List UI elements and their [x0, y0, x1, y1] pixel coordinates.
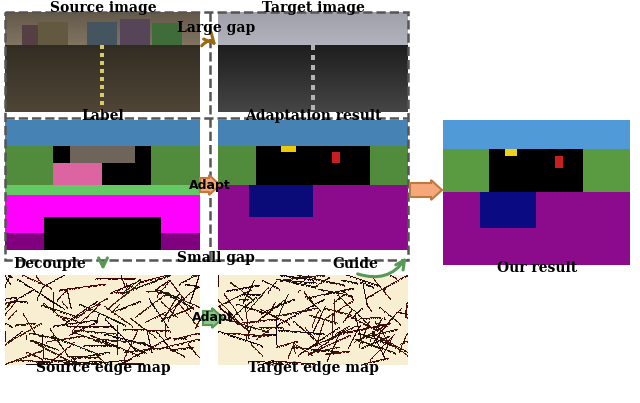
Text: Adapt: Adapt: [192, 312, 234, 324]
Text: Guide: Guide: [332, 257, 378, 271]
Bar: [5, 12, 408, 260]
FancyArrow shape: [410, 180, 442, 200]
Text: Adaptation result: Adaptation result: [244, 109, 381, 123]
Text: Small gap: Small gap: [177, 251, 255, 265]
Text: Source edge map: Source edge map: [36, 361, 170, 375]
Text: Our result: Our result: [497, 261, 577, 275]
Text: Source image: Source image: [50, 1, 156, 15]
Text: Label: Label: [82, 109, 124, 123]
FancyArrow shape: [203, 308, 223, 328]
Text: Decouple: Decouple: [13, 257, 86, 271]
Text: Large gap: Large gap: [177, 21, 255, 35]
Text: Adapt: Adapt: [189, 179, 231, 191]
FancyArrow shape: [200, 175, 220, 195]
Text: Target edge map: Target edge map: [248, 361, 378, 375]
Text: Target image: Target image: [262, 1, 364, 15]
